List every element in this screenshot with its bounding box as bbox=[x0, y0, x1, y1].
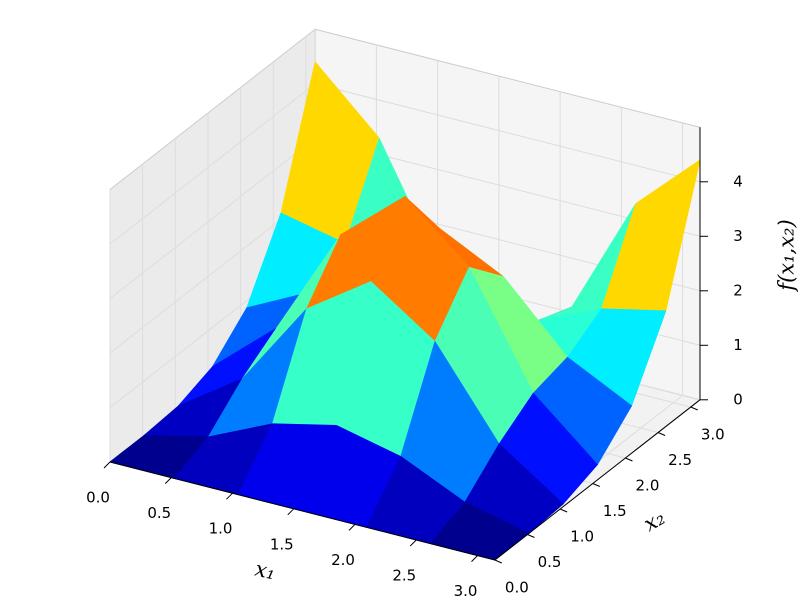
tick-label: 2.5 bbox=[392, 567, 416, 585]
tick-label: 4 bbox=[733, 172, 743, 190]
tick-mark bbox=[592, 483, 600, 487]
tick-label: 0.5 bbox=[147, 504, 171, 522]
tick-mark bbox=[657, 432, 666, 436]
tick-mark bbox=[287, 508, 295, 516]
tick-label: 0.0 bbox=[86, 489, 110, 507]
tick-mark bbox=[690, 406, 698, 411]
tick-label: 1.5 bbox=[603, 502, 627, 520]
tick-mark bbox=[494, 559, 503, 564]
axis-line bbox=[109, 461, 495, 561]
tick-label: 2.0 bbox=[331, 551, 355, 569]
tick-mark bbox=[348, 524, 356, 531]
tick-label: 3 bbox=[733, 227, 743, 245]
tick-mark bbox=[559, 508, 568, 513]
axis-line bbox=[494, 399, 701, 561]
grid-line bbox=[315, 83, 701, 183]
tick-mark bbox=[625, 457, 633, 462]
tick-label: 3.0 bbox=[454, 582, 478, 600]
tick-label: 1.0 bbox=[209, 520, 233, 538]
tick-label: 0.5 bbox=[538, 553, 562, 571]
x1-axis-label: x₁ bbox=[253, 557, 278, 585]
tick-label: 1 bbox=[733, 336, 743, 354]
grid-line bbox=[109, 83, 316, 245]
tick-label: 2 bbox=[733, 281, 743, 299]
tick-mark bbox=[226, 492, 233, 500]
tick-mark bbox=[527, 534, 535, 538]
tick-mark bbox=[103, 461, 111, 469]
tick-label: 1.0 bbox=[570, 528, 594, 546]
plot-area: 0.0 0.5 1.0 1.5 2.0 2.5 3.0 0.0 0.5 1.0 1.5 2.0 2.5 3… bbox=[86, 28, 743, 600]
tick-label: 0 bbox=[733, 390, 743, 408]
tick-mark bbox=[409, 539, 417, 547]
tick-mark bbox=[471, 555, 478, 562]
tick-label: 0.0 bbox=[505, 579, 529, 597]
tick-mark bbox=[164, 477, 172, 484]
grid-line bbox=[109, 137, 316, 299]
tick-label: 2.5 bbox=[668, 451, 692, 469]
tick-label: 2.0 bbox=[636, 477, 660, 495]
z-axis-label: f(x₁,x₂) bbox=[775, 219, 799, 292]
tick-label: 1.5 bbox=[270, 535, 294, 553]
tick-label: 3.0 bbox=[701, 426, 725, 444]
x2-axis-label: x₂ bbox=[639, 505, 669, 536]
